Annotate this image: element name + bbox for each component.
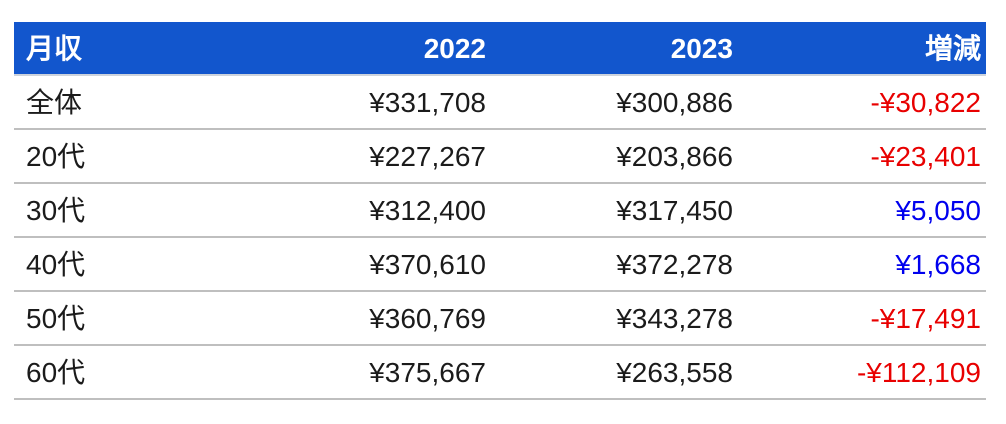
header-cell-diff: 増減 [924,33,981,64]
table-row-overall: 全体 ¥331,708 ¥300,886 -¥30,822 [14,76,986,130]
table-header-row: 月収 2022 2023 増減 [14,22,986,76]
row-label: 40代 [26,249,86,280]
row-label: 50代 [26,303,86,334]
value-2022: ¥370,610 [369,249,486,280]
value-diff: ¥1,668 [895,249,981,280]
value-2023: ¥317,450 [616,195,733,226]
table-row-40s: 40代 ¥370,610 ¥372,278 ¥1,668 [14,238,986,292]
row-label: 60代 [26,357,86,388]
value-diff: -¥17,491 [870,303,981,334]
value-2023: ¥343,278 [616,303,733,334]
table-row-30s: 30代 ¥312,400 ¥317,450 ¥5,050 [14,184,986,238]
value-2022: ¥312,400 [369,195,486,226]
row-label: 30代 [26,195,86,226]
value-2023: ¥263,558 [616,357,733,388]
value-2023: ¥203,866 [616,141,733,172]
header-cell-2022: 2022 [423,33,486,64]
value-2023: ¥300,886 [616,87,733,118]
monthly-income-table: 月収 2022 2023 増減 全体 ¥331,708 ¥300,886 -¥3… [14,22,986,400]
value-2022: ¥375,667 [369,357,486,388]
row-label: 20代 [26,141,86,172]
value-2023: ¥372,278 [616,249,733,280]
header-cell-monthly-income: 月収 [26,33,83,64]
value-diff: -¥23,401 [870,141,981,172]
table-row-20s: 20代 ¥227,267 ¥203,866 -¥23,401 [14,130,986,184]
value-2022: ¥227,267 [369,141,486,172]
table-row-50s: 50代 ¥360,769 ¥343,278 -¥17,491 [14,292,986,346]
value-diff: ¥5,050 [895,195,981,226]
value-diff: -¥112,109 [856,357,981,388]
value-2022: ¥360,769 [369,303,486,334]
value-2022: ¥331,708 [369,87,486,118]
header-cell-2023: 2023 [670,33,733,64]
row-label: 全体 [26,87,83,118]
value-diff: -¥30,822 [870,87,981,118]
table-row-60s: 60代 ¥375,667 ¥263,558 -¥112,109 [14,346,986,400]
